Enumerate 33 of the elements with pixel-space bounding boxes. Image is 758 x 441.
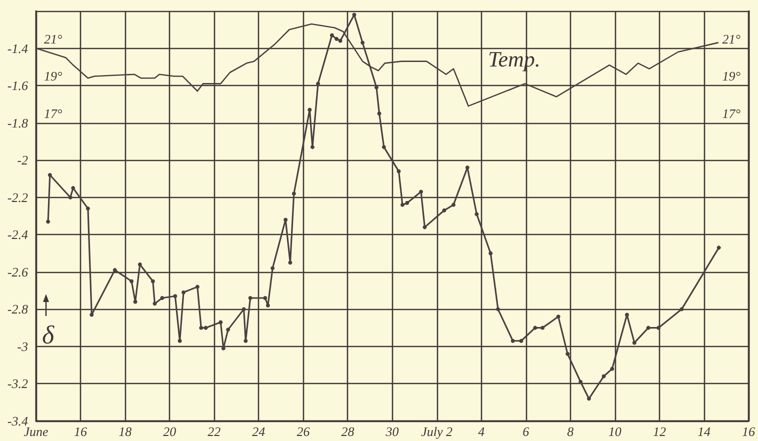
y-tick-label: -3.2	[7, 376, 28, 392]
x-tick-label: 6	[522, 424, 530, 439]
y2-tick-label: 19°	[722, 68, 740, 84]
y-tick-label: -1.8	[7, 115, 28, 130]
x-tick-label: 28	[341, 424, 355, 439]
x-tick-label: 14	[697, 424, 711, 439]
x-tick-label: 16	[74, 424, 88, 439]
x-tick-label: 30	[384, 424, 400, 439]
y-tick-label: -2.4	[7, 227, 28, 242]
y-tick-label: -1.6	[7, 78, 28, 94]
x-tick-label: 8	[567, 424, 574, 439]
x-tick-label: 26	[296, 424, 310, 439]
x-tick-label: 18	[118, 424, 132, 439]
y3-tick-label: 17°	[44, 106, 62, 121]
y-axis-title: δ	[42, 320, 55, 350]
y2-tick-label: 17°	[722, 106, 740, 121]
y-tick-label: -2	[17, 152, 28, 168]
x-tick-label: 22	[208, 424, 222, 439]
x-tick-label: 20	[163, 424, 177, 439]
y-tick-label: -2.6	[7, 264, 28, 280]
x-tick-label: 24	[252, 424, 266, 439]
y3-tick-label: 21°	[44, 31, 62, 46]
y-tick-label: -2.8	[7, 302, 28, 317]
x-tick-label: 16	[742, 424, 756, 439]
x-tick-label: 12	[652, 424, 666, 439]
y-tick-label: -1.4	[7, 40, 28, 56]
x-tick-label: 10	[608, 424, 622, 439]
y-tick-label: -2.2	[7, 190, 28, 205]
y2-tick-label: 21°	[722, 31, 740, 46]
y-tick-label: -3	[17, 338, 28, 354]
x-tick-label: July 2	[421, 424, 453, 439]
x-tick-label: 4	[478, 424, 486, 439]
y3-tick-label: 19°	[44, 68, 62, 84]
